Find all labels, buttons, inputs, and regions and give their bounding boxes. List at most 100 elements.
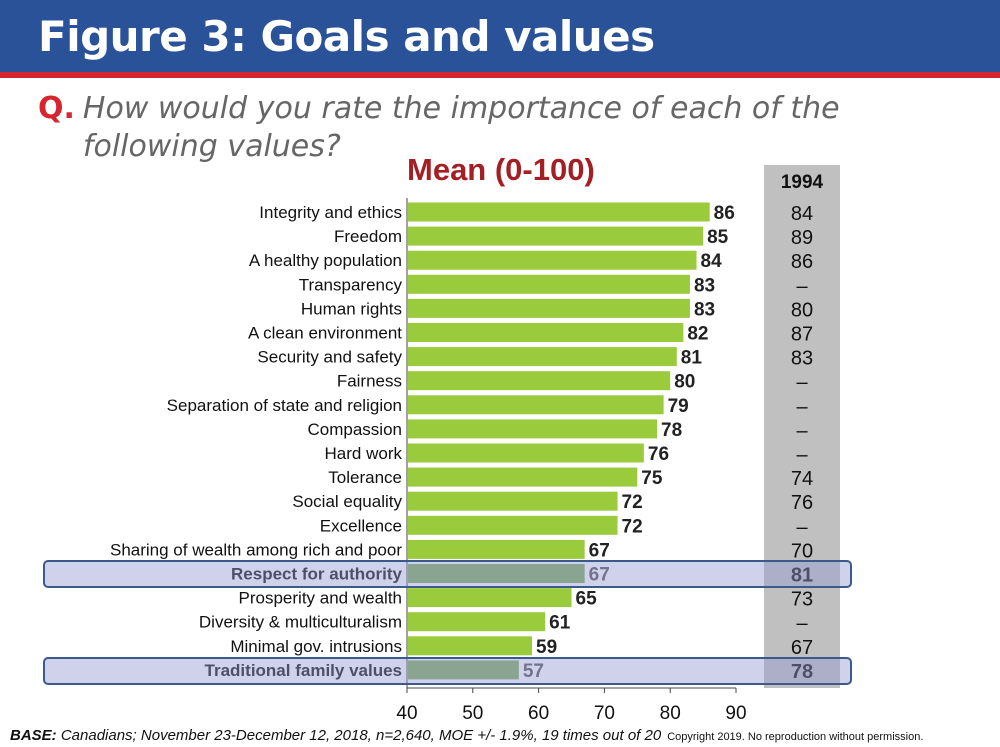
bar (408, 660, 519, 680)
highlight-traditional-family-values (43, 657, 852, 685)
category-label: Compassion (308, 420, 403, 439)
category-label: A healthy population (249, 251, 402, 270)
x-tick-label: 50 (462, 703, 483, 724)
copyright: Copyright 2019. No reproduction without … (667, 731, 924, 743)
question: Q. How would you rate the importance of e… (38, 90, 923, 166)
comparison-value: 73 (791, 589, 813, 611)
comparison-column-header: 1994 (780, 172, 824, 193)
category-label: Respect for authority (231, 565, 403, 584)
category-label: Social equality (292, 492, 402, 511)
category-label: Human rights (301, 299, 402, 318)
comparison-value: – (796, 275, 808, 297)
bar (408, 636, 533, 656)
category-label: Fairness (337, 372, 402, 391)
comparison-value: – (796, 372, 808, 394)
x-tick-label: 70 (594, 703, 615, 724)
data-label: 75 (641, 468, 663, 489)
category-label: Hard work (325, 444, 403, 463)
comparison-value: 80 (791, 299, 813, 321)
comparison-value: 81 (791, 565, 813, 587)
bar (408, 371, 671, 391)
x-tick-label: 40 (396, 703, 417, 724)
data-label: 67 (589, 565, 610, 586)
data-label: 81 (681, 348, 703, 369)
category-label: Security and safety (257, 348, 402, 367)
bar (408, 274, 690, 294)
comparison-value: 89 (791, 227, 813, 249)
comparison-value: – (796, 613, 808, 635)
question-mark-label: Q. (38, 91, 75, 126)
data-label: 83 (694, 275, 715, 296)
bar (408, 564, 585, 583)
data-label: 78 (661, 420, 682, 441)
category-label: Diversity & multiculturalism (199, 613, 402, 632)
bar (408, 226, 704, 246)
bar (408, 323, 684, 342)
data-label: 79 (668, 396, 689, 417)
data-label: 85 (707, 227, 729, 248)
bar (408, 539, 585, 559)
data-label: 61 (549, 613, 571, 634)
category-label: Prosperity and wealth (239, 589, 402, 608)
comparison-value: – (796, 444, 808, 466)
bar (408, 202, 710, 222)
header-divider (0, 72, 1000, 78)
comparison-value: 87 (791, 324, 813, 346)
comparison-value: 84 (791, 203, 813, 225)
chart-title: Mean (0-100) (407, 152, 595, 187)
comparison-value: 67 (791, 637, 813, 659)
category-label: A clean environment (248, 324, 402, 343)
data-label: 86 (714, 203, 735, 224)
x-tick-label: 60 (528, 703, 549, 724)
bar (408, 395, 664, 415)
header-bar (0, 0, 1000, 72)
category-label: Integrity and ethics (259, 203, 402, 222)
comparison-column-bg (764, 165, 840, 688)
question-text: How would you rate the importance of eac… (82, 91, 840, 164)
comparison-value: – (796, 420, 808, 442)
comparison-value: 86 (791, 251, 813, 273)
data-label: 59 (536, 637, 557, 658)
comparison-value: 74 (791, 468, 813, 490)
category-label: Tolerance (328, 468, 402, 487)
comparison-value: 76 (791, 492, 813, 514)
bar (408, 612, 546, 632)
bar (408, 491, 618, 511)
comparison-value: 83 (791, 348, 813, 370)
data-label: 83 (694, 299, 715, 320)
data-label: 72 (622, 492, 643, 513)
x-tick-label: 80 (660, 703, 681, 724)
comparison-value: – (796, 516, 808, 538)
data-label: 84 (701, 251, 723, 272)
page-title: Figure 3: Goals and values (38, 12, 655, 61)
comparison-value: – (796, 396, 808, 418)
category-label: Transparency (299, 275, 403, 294)
highlight-respect-for-authority (43, 560, 852, 588)
footer-base: BASE: Canadians; November 23-December 12… (10, 727, 923, 744)
data-label: 80 (674, 372, 695, 393)
bar (408, 419, 658, 439)
data-label: 76 (648, 444, 669, 465)
bar (408, 588, 572, 608)
bar (408, 443, 644, 463)
bar (408, 347, 677, 367)
bar (408, 250, 697, 270)
category-label: Excellence (320, 516, 402, 535)
data-label: 72 (622, 516, 643, 537)
category-label: Separation of state and religion (167, 396, 402, 415)
category-label: Minimal gov. intrusions (230, 637, 402, 656)
category-label: Sharing of wealth among rich and poor (110, 540, 402, 559)
bar (408, 298, 690, 318)
bar (408, 515, 618, 535)
data-label: 82 (687, 324, 708, 345)
base-label: BASE: (10, 727, 57, 744)
comparison-value: 70 (791, 540, 813, 562)
comparison-value: 78 (791, 661, 813, 683)
data-label: 65 (576, 589, 598, 610)
data-label: 57 (523, 661, 544, 682)
x-tick-label: 90 (725, 703, 746, 724)
category-label: Freedom (334, 227, 402, 246)
base-text: Canadians; November 23-December 12, 2018… (56, 727, 662, 744)
data-label: 67 (589, 540, 610, 561)
